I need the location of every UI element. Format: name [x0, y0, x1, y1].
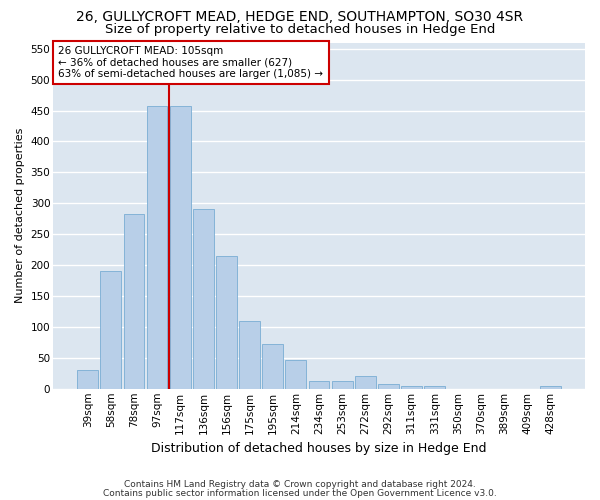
Bar — [146, 106, 167, 389]
Bar — [332, 382, 353, 389]
Bar — [378, 384, 399, 389]
Bar — [401, 386, 422, 389]
Bar — [239, 320, 260, 389]
Bar — [124, 214, 145, 389]
Text: Contains HM Land Registry data © Crown copyright and database right 2024.: Contains HM Land Registry data © Crown c… — [124, 480, 476, 489]
Bar — [193, 210, 214, 389]
Bar — [308, 380, 329, 389]
Text: Contains public sector information licensed under the Open Government Licence v3: Contains public sector information licen… — [103, 488, 497, 498]
Bar — [77, 370, 98, 389]
Bar — [262, 344, 283, 389]
Bar — [424, 386, 445, 389]
X-axis label: Distribution of detached houses by size in Hedge End: Distribution of detached houses by size … — [151, 442, 487, 455]
Bar — [355, 376, 376, 389]
Y-axis label: Number of detached properties: Number of detached properties — [15, 128, 25, 304]
Text: 26, GULLYCROFT MEAD, HEDGE END, SOUTHAMPTON, SO30 4SR: 26, GULLYCROFT MEAD, HEDGE END, SOUTHAMP… — [76, 10, 524, 24]
Bar — [216, 256, 237, 389]
Bar — [170, 106, 191, 389]
Bar — [286, 360, 307, 389]
Bar — [540, 386, 561, 389]
Bar — [100, 272, 121, 389]
Text: 26 GULLYCROFT MEAD: 105sqm
← 36% of detached houses are smaller (627)
63% of sem: 26 GULLYCROFT MEAD: 105sqm ← 36% of deta… — [58, 46, 323, 79]
Text: Size of property relative to detached houses in Hedge End: Size of property relative to detached ho… — [105, 22, 495, 36]
